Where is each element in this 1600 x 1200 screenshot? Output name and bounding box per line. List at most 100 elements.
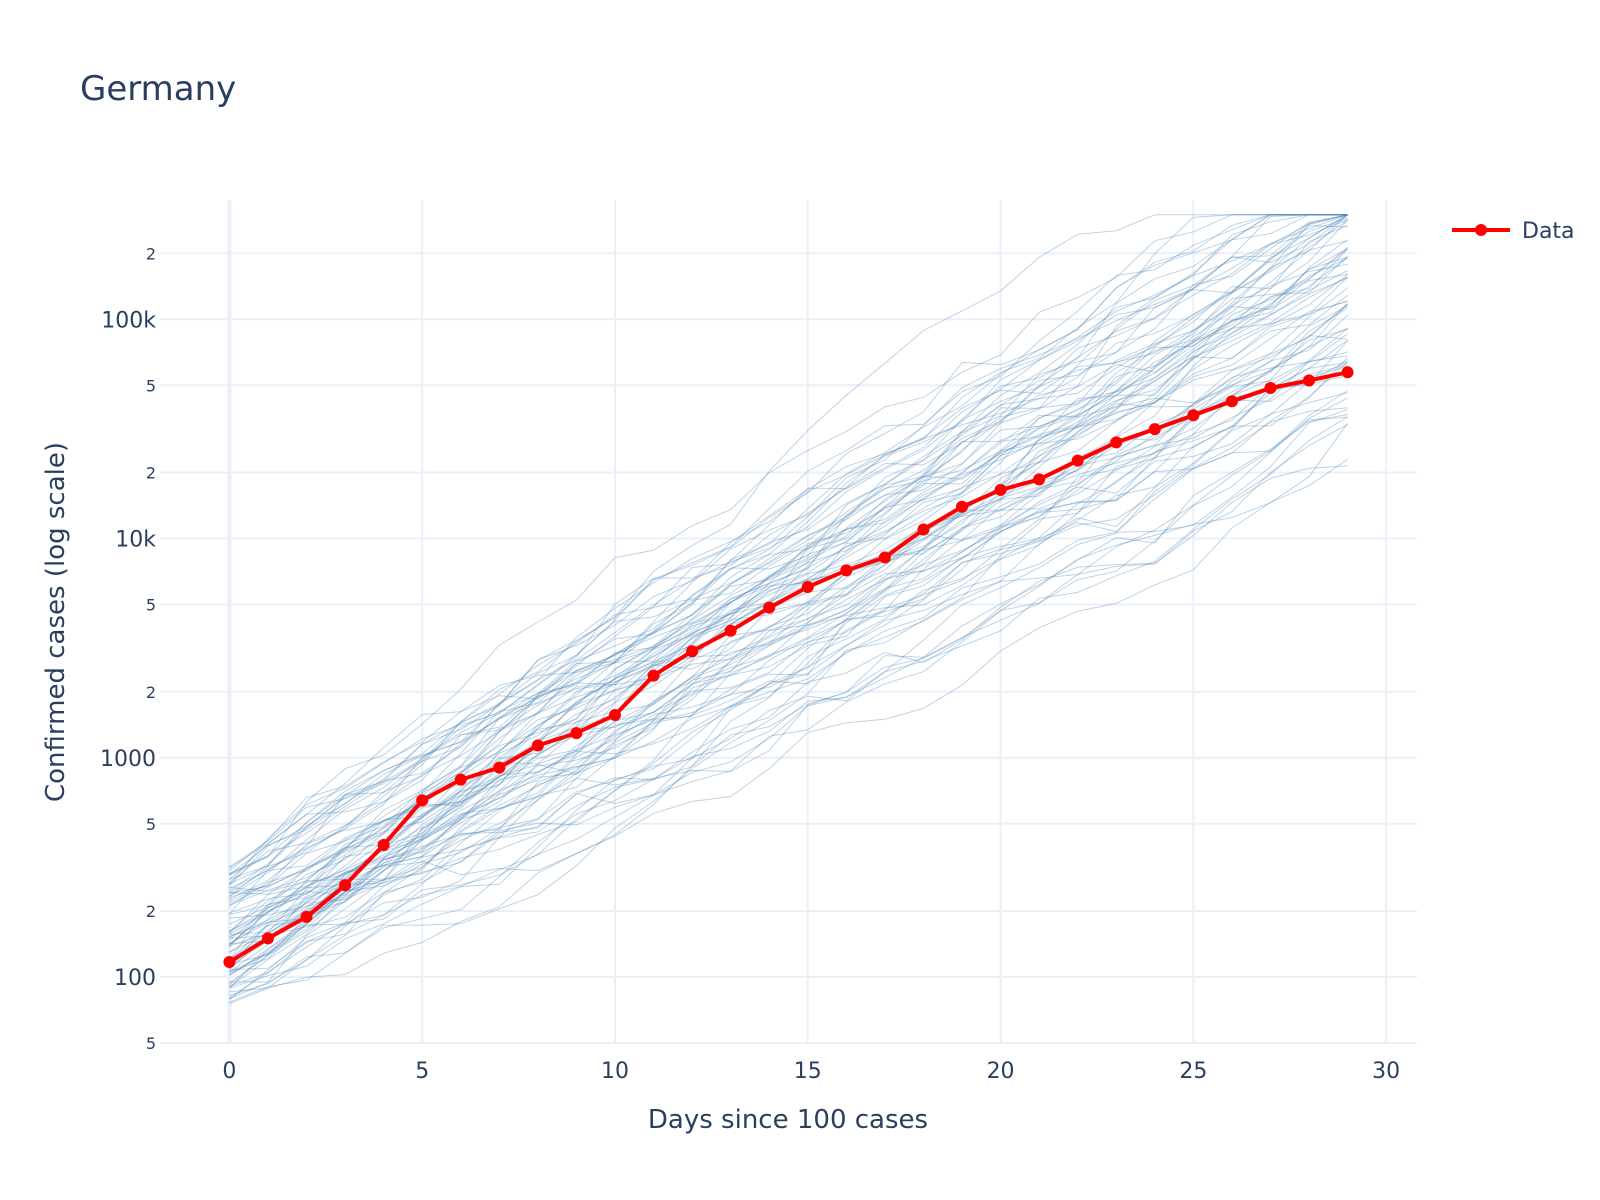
- data-point[interactable]: [1303, 374, 1316, 387]
- simulation-line: [229, 240, 1348, 975]
- simulation-line: [229, 397, 1348, 914]
- data-point[interactable]: [261, 932, 274, 945]
- simulation-line: [229, 365, 1348, 871]
- simulation-line: [229, 214, 1348, 948]
- y-minor-tick-label: 2: [146, 244, 156, 263]
- data-point[interactable]: [878, 551, 891, 564]
- simulation-line: [229, 340, 1348, 975]
- simulation-line: [229, 423, 1349, 970]
- data-point[interactable]: [686, 645, 699, 658]
- y-tick-label: 10k: [115, 528, 156, 553]
- data-point[interactable]: [416, 794, 429, 807]
- simulation-line: [229, 214, 1348, 884]
- simulation-line: [229, 276, 1348, 961]
- y-minor-tick-label: 2: [146, 464, 156, 483]
- x-axis-title: Days since 100 cases: [648, 1105, 928, 1135]
- data-point[interactable]: [956, 500, 969, 513]
- simulation-line: [229, 214, 1348, 876]
- data-point[interactable]: [1225, 395, 1238, 408]
- data-point[interactable]: [840, 564, 853, 577]
- y-minor-tick-label: 2: [146, 683, 156, 702]
- simulation-line: [229, 214, 1348, 881]
- simulation-line: [229, 214, 1348, 967]
- simulation-line: [229, 257, 1348, 989]
- simulation-line: [229, 375, 1348, 1005]
- simulation-line: [229, 357, 1348, 937]
- simulation-line: [229, 407, 1348, 977]
- data-point[interactable]: [531, 739, 544, 752]
- simulation-line: [229, 458, 1348, 961]
- data-point[interactable]: [724, 624, 737, 637]
- simulation-line: [229, 225, 1348, 947]
- data-point[interactable]: [1148, 423, 1161, 436]
- data-point[interactable]: [1110, 436, 1123, 449]
- y-axis-title: Confirmed cases (log scale): [41, 442, 71, 802]
- simulation-line: [229, 416, 1348, 997]
- simulation-line: [229, 465, 1348, 970]
- simulation-line: [229, 214, 1348, 892]
- simulation-line: [229, 390, 1348, 953]
- y-minor-tick-label: 5: [146, 1034, 156, 1053]
- data-point[interactable]: [647, 669, 660, 682]
- y-tick-label: 1000: [100, 747, 156, 772]
- y-tick-label: 100: [114, 966, 156, 991]
- simulation-line: [229, 214, 1348, 876]
- simulation-line: [229, 247, 1348, 945]
- simulation-line: [229, 217, 1348, 933]
- data-point[interactable]: [1187, 409, 1200, 422]
- simulation-line: [229, 363, 1348, 988]
- data-point[interactable]: [1071, 454, 1084, 467]
- simulation-line: [229, 303, 1348, 925]
- data-series[interactable]: [223, 366, 1354, 969]
- simulation-line: [229, 214, 1348, 904]
- simulation-line: [229, 334, 1348, 1003]
- simulation-lines: [228, 214, 1349, 1005]
- simulation-line: [229, 307, 1348, 1000]
- data-point[interactable]: [377, 839, 390, 852]
- x-tick-label: 0: [222, 1059, 236, 1084]
- legend-label: Data: [1522, 219, 1575, 244]
- data-point[interactable]: [1264, 382, 1277, 395]
- simulation-line: [229, 333, 1348, 897]
- x-axis-ticks: 0 5 10 15 20 25 30: [222, 1059, 1400, 1084]
- data-point[interactable]: [223, 956, 236, 969]
- data-point[interactable]: [454, 773, 467, 786]
- y-minor-tick-label: 2: [146, 902, 156, 921]
- data-point[interactable]: [1341, 366, 1354, 379]
- y-tick-label: 100k: [101, 308, 156, 333]
- simulation-line: [229, 214, 1348, 892]
- simulation-line: [229, 248, 1348, 946]
- simulation-line: [229, 351, 1348, 973]
- data-point[interactable]: [763, 601, 776, 614]
- legend[interactable]: Data: [1452, 219, 1575, 244]
- data-point[interactable]: [339, 879, 352, 892]
- data-line: [228, 370, 1349, 964]
- legend-marker-icon: [1475, 224, 1487, 236]
- simulation-line: [229, 327, 1348, 938]
- simulation-line: [229, 416, 1348, 1001]
- x-tick-label: 30: [1372, 1059, 1400, 1084]
- data-point[interactable]: [994, 483, 1007, 496]
- simulation-line: [229, 276, 1348, 945]
- data-point[interactable]: [493, 761, 506, 774]
- simulation-line: [229, 414, 1348, 933]
- grid: [160, 200, 1417, 1044]
- x-tick-label: 10: [601, 1059, 629, 1084]
- data-point[interactable]: [608, 708, 621, 721]
- data-point[interactable]: [801, 580, 814, 593]
- simulation-line: [229, 214, 1348, 868]
- simulation-line: [229, 263, 1348, 932]
- simulation-line: [229, 339, 1348, 993]
- data-point[interactable]: [570, 727, 583, 740]
- data-point[interactable]: [1033, 473, 1046, 486]
- simulation-line: [229, 257, 1348, 880]
- simulation-line: [229, 300, 1348, 869]
- data-point[interactable]: [917, 523, 930, 536]
- simulation-line: [229, 255, 1348, 900]
- simulation-line: [229, 355, 1348, 890]
- chart-title: Germany: [80, 69, 236, 109]
- data-point[interactable]: [300, 910, 313, 923]
- simulation-line: [229, 214, 1348, 945]
- y-axis-ticks: 100 1000 10k 100k 5 2 5 2 5 2 5 2: [100, 244, 156, 1053]
